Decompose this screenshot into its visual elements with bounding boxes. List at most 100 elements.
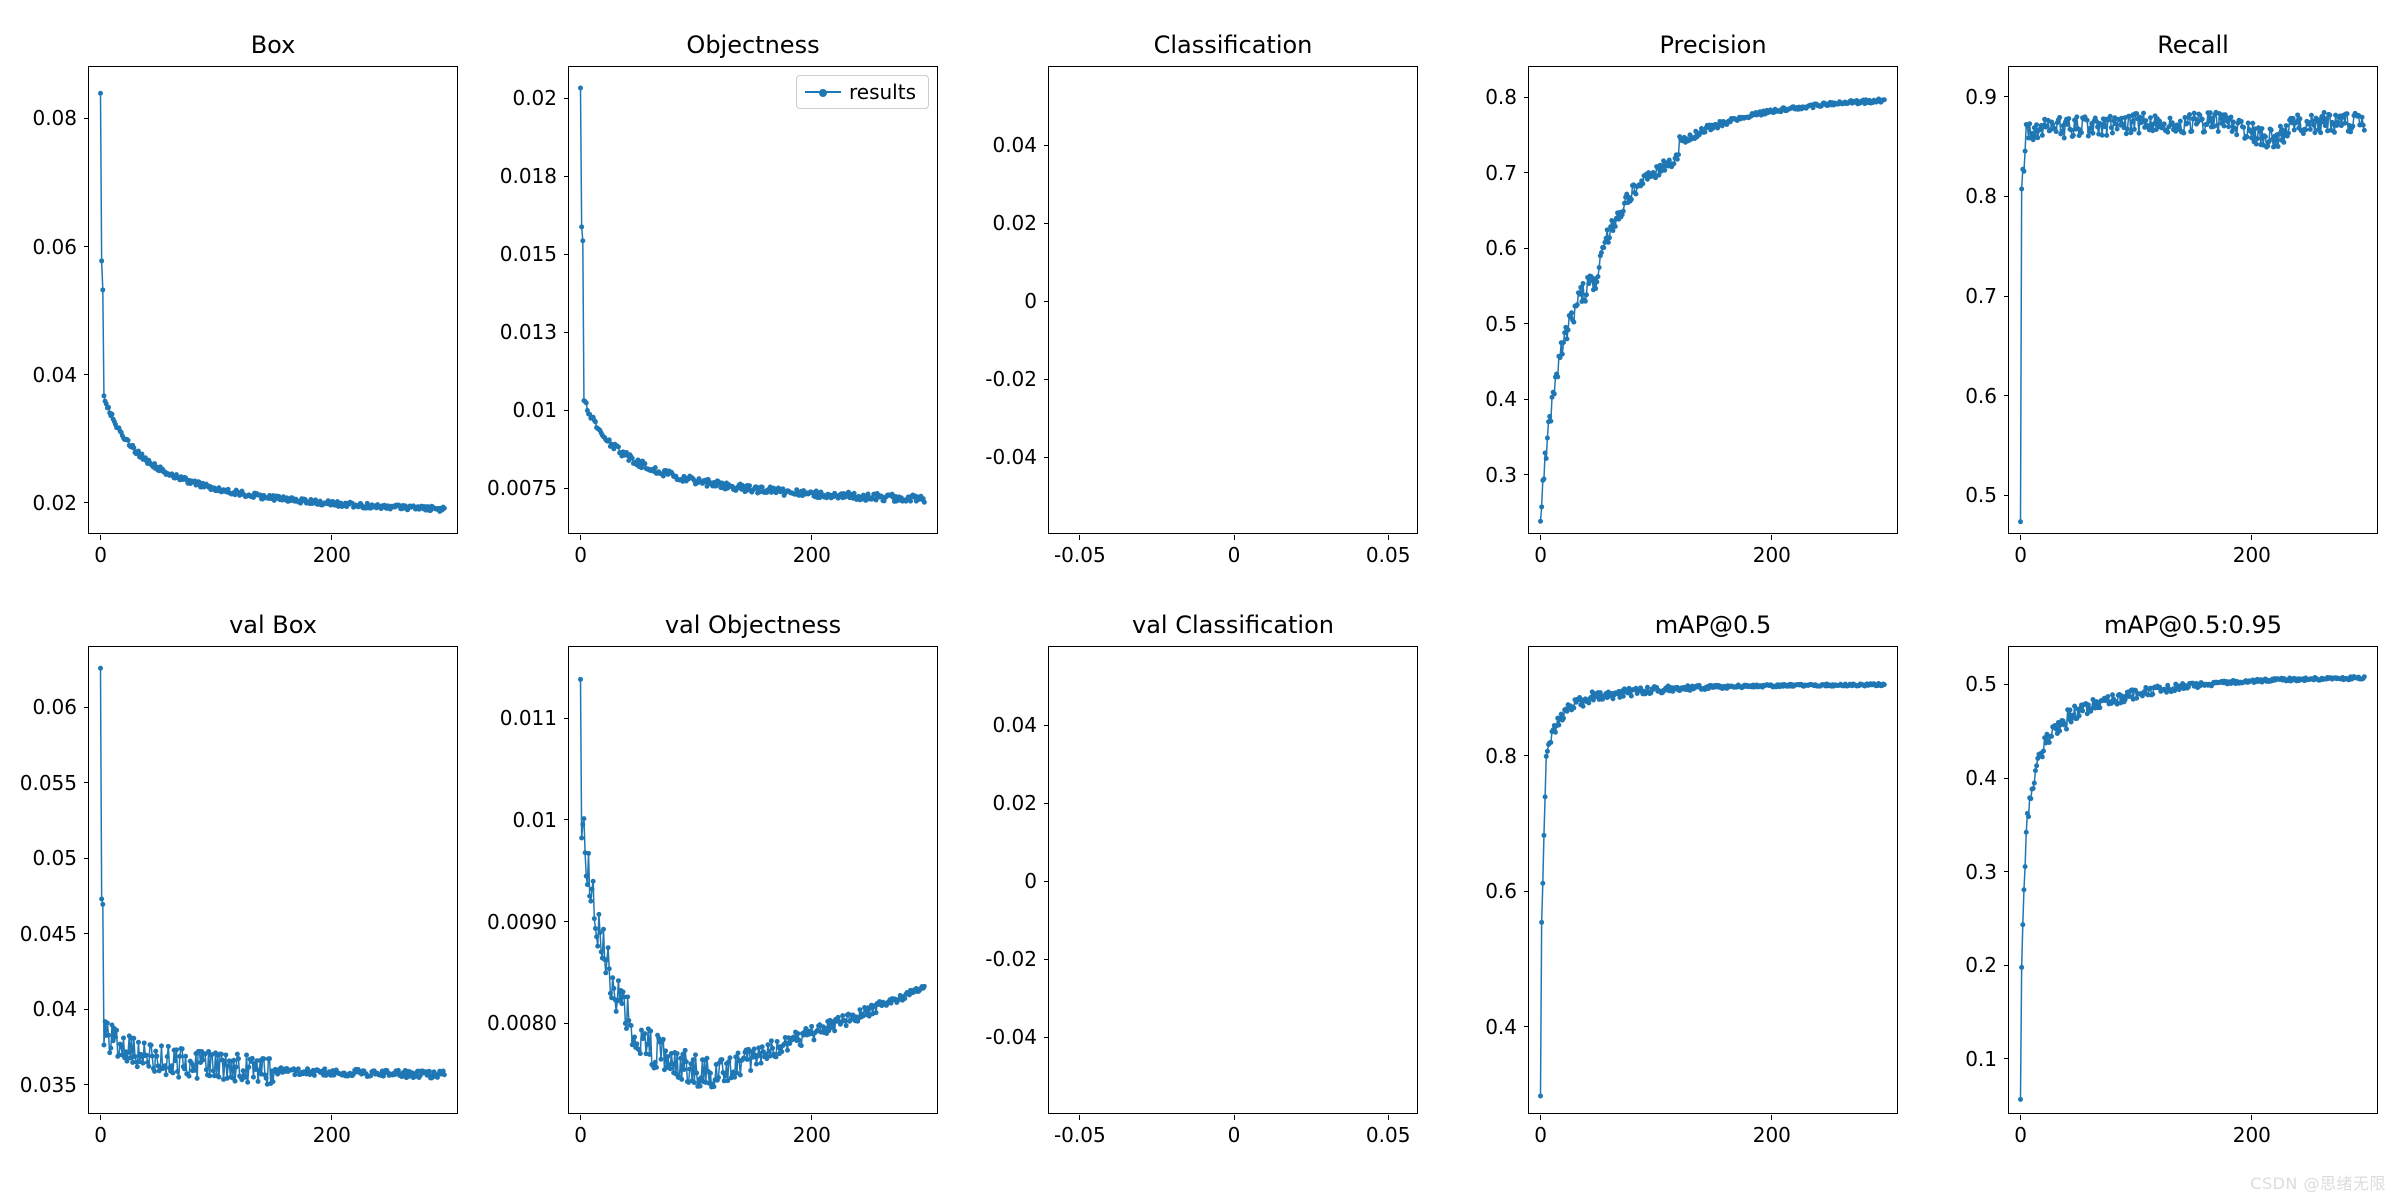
axes-title: mAP@0.5 — [1529, 611, 1897, 639]
axes: Classification-0.0500.05-0.04-0.0200.020… — [1048, 66, 1418, 534]
ytick-label: 0.1 — [1965, 1047, 1997, 1071]
legend-label: results — [849, 80, 916, 104]
plot-svg — [569, 647, 937, 1113]
xtick-mark — [2251, 1115, 2252, 1120]
ytick-label: 0.7 — [1965, 284, 1997, 308]
xtick-label: 200 — [313, 1123, 351, 1147]
ytick-label: 0.04 — [992, 713, 1037, 737]
xtick-label: 200 — [2233, 1123, 2271, 1147]
xtick-label: -0.05 — [1054, 1123, 1106, 1147]
legend-line-sample — [805, 91, 841, 93]
ytick-label: 0.06 — [32, 695, 77, 719]
ytick-label: 0.055 — [20, 771, 77, 795]
watermark-text: CSDN @思绪无限 — [2250, 1170, 2386, 1194]
series-markers — [1538, 681, 1887, 1098]
panel-0: Box 0 200 0.02 0.04 0.06 0.08 — [0, 10, 480, 590]
panel-3: Precision02000.30.40.50.60.70.8 — [1440, 10, 1920, 590]
xtick-label: 200 — [793, 543, 831, 567]
xtick-mark — [2020, 1115, 2021, 1120]
ytick-label: 0.02 — [992, 791, 1037, 815]
ytick-label: 0.06 — [32, 235, 77, 259]
axes-title: val Box — [89, 611, 457, 639]
ytick-label: 0.5 — [1965, 483, 1997, 507]
xtick-label: 200 — [2233, 543, 2271, 567]
ytick-label: 0.08 — [32, 106, 77, 130]
xtick-label: 200 — [313, 543, 351, 567]
xtick-label: 0 — [2014, 543, 2027, 567]
ytick-label: 0.015 — [500, 242, 557, 266]
xtick-mark — [1388, 535, 1389, 540]
ytick-label: 0.02 — [32, 491, 77, 515]
xtick-label: 0 — [1534, 543, 1547, 567]
ytick-label: -0.02 — [985, 367, 1037, 391]
xtick-label: 200 — [1753, 543, 1791, 567]
series-line — [1540, 99, 1884, 521]
subplot-grid: Box 0 200 0.02 0.04 0.06 0.08 Objectness 0 200 0.0… — [0, 10, 2400, 1170]
ytick-label: 0.04 — [992, 133, 1037, 157]
ytick-label: 0.6 — [1485, 236, 1517, 260]
ytick-label: 0.6 — [1485, 879, 1517, 903]
series-line — [2020, 112, 2364, 521]
figure: Box 0 200 0.02 0.04 0.06 0.08 Objectness 0 200 0.0… — [0, 0, 2400, 1200]
ytick-label: 0.5 — [1485, 312, 1517, 336]
axes-title: Objectness — [569, 31, 937, 59]
xtick-mark — [580, 535, 581, 540]
axes: mAP@0.502000.40.60.8 — [1528, 646, 1898, 1114]
plot-svg — [1529, 67, 1897, 533]
ytick-label: 0.04 — [32, 997, 77, 1021]
panel-7: val Classification-0.0500.05-0.04-0.0200… — [960, 590, 1440, 1170]
xtick-label: 0 — [574, 1123, 587, 1147]
xtick-mark — [2020, 535, 2021, 540]
ytick-label: 0.02 — [992, 211, 1037, 235]
axes-title: Precision — [1529, 31, 1897, 59]
axes: val Objectness02000.00800.00900.010.011 — [568, 646, 938, 1114]
ytick-label: 0.2 — [1965, 953, 1997, 977]
xtick-label: 0 — [94, 1123, 107, 1147]
xtick-mark — [1388, 1115, 1389, 1120]
plot-svg — [569, 67, 937, 533]
series-markers — [98, 666, 447, 1087]
ytick-label: 0.01 — [512, 398, 557, 422]
plot-svg — [2009, 67, 2377, 533]
axes-title: val Classification — [1049, 611, 1417, 639]
xtick-label: 0 — [1534, 1123, 1547, 1147]
xtick-label: 0 — [94, 543, 107, 567]
xtick-label: 200 — [793, 1123, 831, 1147]
series-markers — [578, 677, 927, 1090]
xtick-mark — [1540, 535, 1541, 540]
xtick-mark — [1079, 535, 1080, 540]
xtick-mark — [2251, 535, 2252, 540]
panel-5: val Box02000.0350.040.0450.050.0550.06 — [0, 590, 480, 1170]
plot-svg — [1049, 647, 1417, 1113]
xtick-mark — [1079, 1115, 1080, 1120]
panel-1: Objectness02000.00750.010.0130.0150.0180… — [480, 10, 960, 590]
ytick-label: 0.4 — [1485, 1015, 1517, 1039]
panel-4: Recall02000.50.60.70.80.9 — [1920, 10, 2400, 590]
ytick-label: 0.04 — [32, 363, 77, 387]
series-markers — [2018, 110, 2367, 524]
plot-svg — [89, 67, 457, 533]
axes: Box02000.020.040.060.08 — [88, 66, 458, 534]
axes: mAP@0.5:0.9502000.10.20.30.40.5 — [2008, 646, 2378, 1114]
axes-title: Recall — [2009, 31, 2377, 59]
legend-marker-sample — [819, 89, 827, 97]
ytick-label: 0.0090 — [487, 910, 557, 934]
ytick-label: 0.4 — [1965, 766, 1997, 790]
xtick-mark — [331, 1115, 332, 1120]
axes: Recall02000.50.60.70.80.9 — [2008, 66, 2378, 534]
ytick-label: 0.4 — [1485, 387, 1517, 411]
ytick-label: 0.8 — [1965, 184, 1997, 208]
xtick-label: 0.05 — [1366, 1123, 1411, 1147]
ytick-label: 0.02 — [512, 86, 557, 110]
xtick-mark — [1234, 535, 1235, 540]
plot-svg — [2009, 647, 2377, 1113]
ytick-label: 0.3 — [1485, 463, 1517, 487]
xtick-label: -0.05 — [1054, 543, 1106, 567]
xtick-mark — [1234, 1115, 1235, 1120]
panel-2: Classification-0.0500.05-0.04-0.0200.020… — [960, 10, 1440, 590]
xtick-mark — [811, 1115, 812, 1120]
axes-title: Box — [89, 31, 457, 59]
panel-9: mAP@0.5:0.9502000.10.20.30.40.5 — [1920, 590, 2400, 1170]
series-markers — [1538, 97, 1887, 524]
xtick-label: 0 — [574, 543, 587, 567]
